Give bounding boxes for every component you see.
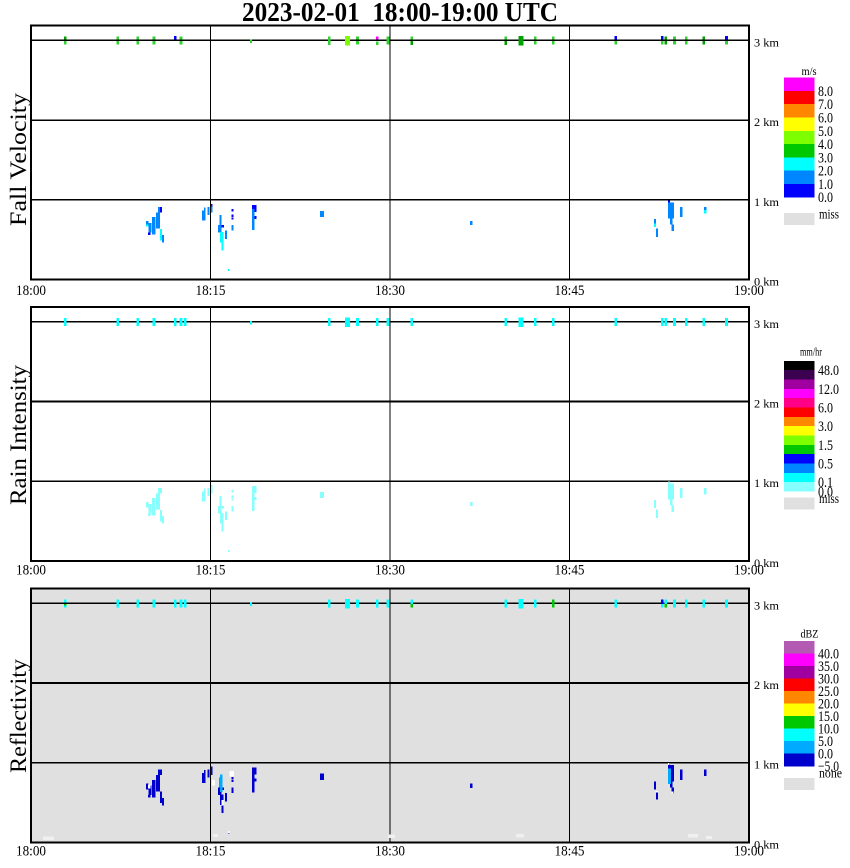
svg-text:18:15: 18:15 (196, 563, 226, 579)
svg-text:2023-02-01 18:00-19:00 UTC: 2023-02-01 18:00-19:00 UTC (242, 0, 558, 27)
svg-text:5.0: 5.0 (818, 124, 833, 140)
svg-text:miss: miss (819, 492, 839, 507)
svg-text:2 km: 2 km (754, 678, 780, 692)
svg-text:18:15: 18:15 (196, 844, 226, 860)
svg-text:18:15: 18:15 (196, 283, 226, 299)
svg-text:40.0: 40.0 (818, 646, 839, 662)
svg-text:0.0: 0.0 (818, 190, 833, 206)
svg-text:18:30: 18:30 (375, 283, 405, 299)
svg-text:none: none (819, 767, 842, 782)
svg-text:18:00: 18:00 (16, 844, 46, 860)
svg-text:30.0: 30.0 (818, 671, 839, 687)
svg-text:8.0: 8.0 (818, 84, 833, 100)
svg-text:0.1: 0.1 (818, 475, 833, 491)
svg-text:6.0: 6.0 (818, 400, 833, 416)
svg-text:3 km: 3 km (754, 35, 780, 49)
svg-text:35.0: 35.0 (818, 659, 839, 675)
svg-text:miss: miss (819, 208, 839, 223)
svg-text:3.0: 3.0 (818, 419, 833, 435)
svg-text:4.0: 4.0 (818, 137, 833, 153)
svg-text:18:45: 18:45 (555, 844, 585, 860)
svg-text:3 km: 3 km (754, 317, 780, 331)
svg-text:18:30: 18:30 (375, 844, 405, 860)
svg-text:m/s: m/s (802, 64, 817, 78)
svg-text:0.5: 0.5 (818, 456, 833, 472)
svg-text:12.0: 12.0 (818, 382, 839, 398)
svg-text:0 km: 0 km (754, 556, 780, 570)
svg-text:10.0: 10.0 (818, 722, 839, 738)
svg-text:1 km: 1 km (754, 476, 780, 490)
svg-text:−5.0: −5.0 (818, 759, 839, 775)
svg-text:15.0: 15.0 (818, 709, 839, 725)
svg-text:18:45: 18:45 (555, 283, 585, 299)
svg-text:0.0: 0.0 (818, 747, 833, 763)
svg-text:19:00: 19:00 (734, 844, 764, 860)
svg-text:3 km: 3 km (754, 598, 780, 612)
svg-text:6.0: 6.0 (818, 111, 833, 127)
svg-text:1 km: 1 km (754, 758, 780, 772)
svg-text:19:00: 19:00 (734, 563, 764, 579)
svg-text:0 km: 0 km (754, 275, 780, 289)
svg-text:7.0: 7.0 (818, 97, 833, 113)
svg-text:18:30: 18:30 (375, 563, 405, 579)
svg-text:mm/hr: mm/hr (800, 345, 822, 359)
svg-text:3.0: 3.0 (818, 150, 833, 166)
svg-text:2 km: 2 km (754, 115, 780, 129)
svg-text:2.0: 2.0 (818, 164, 833, 180)
svg-text:Fall Velocity: Fall Velocity (6, 92, 31, 226)
svg-text:25.0: 25.0 (818, 684, 839, 700)
svg-text:1.0: 1.0 (818, 177, 833, 193)
svg-text:48.0: 48.0 (818, 363, 839, 379)
svg-text:18:00: 18:00 (16, 563, 46, 579)
svg-text:0.0: 0.0 (818, 484, 833, 500)
svg-text:1 km: 1 km (754, 195, 780, 209)
svg-text:0 km: 0 km (754, 837, 780, 851)
svg-text:Reflectivity: Reflectivity (6, 658, 31, 773)
svg-text:5.0: 5.0 (818, 734, 833, 750)
svg-text:dBZ: dBZ (801, 627, 819, 641)
svg-text:18:45: 18:45 (555, 563, 585, 579)
svg-text:19:00: 19:00 (734, 283, 764, 299)
svg-text:1.5: 1.5 (818, 438, 833, 454)
svg-text:20.0: 20.0 (818, 696, 839, 712)
svg-text:Rain Intensity: Rain Intensity (6, 364, 31, 505)
svg-text:2 km: 2 km (754, 397, 780, 411)
svg-text:18:00: 18:00 (16, 283, 46, 299)
